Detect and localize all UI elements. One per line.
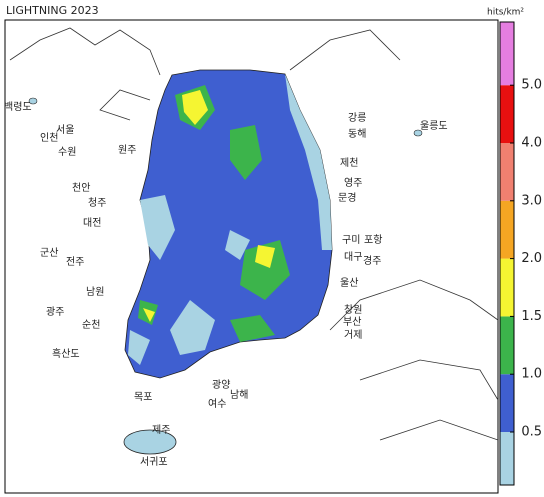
title: LIGHTNING 2023 <box>6 4 99 17</box>
place-label: 인천 <box>40 132 58 144</box>
place-label: 창원 <box>344 304 362 316</box>
ulleungdo <box>413 129 423 137</box>
place-label: 거제 <box>344 329 362 341</box>
legend-tick-label: 2.0 <box>521 251 542 266</box>
legend-swatch <box>500 200 514 259</box>
place-label: 제천 <box>340 157 358 169</box>
legend-tick-label: 0.5 <box>521 425 542 440</box>
place-label: 강릉 <box>348 112 366 124</box>
legend-swatch <box>500 316 514 375</box>
legend-swatch <box>500 374 514 432</box>
place-label: 대구 <box>344 251 362 263</box>
mid-area <box>138 85 290 342</box>
low-area <box>128 195 250 365</box>
legend-frame <box>499 21 515 486</box>
place-label: 울릉도 <box>420 120 448 132</box>
place-label: 서울 <box>56 124 74 136</box>
jeju <box>123 429 177 455</box>
legend-swatch <box>500 22 514 86</box>
mainland <box>124 69 333 379</box>
place-label: 부산 <box>343 316 361 328</box>
place-label: 남원 <box>86 286 104 298</box>
place-label: 여수 <box>208 398 226 410</box>
legend-swatch <box>500 432 514 485</box>
place-label: 남해 <box>230 388 248 401</box>
place-label: 문경 <box>338 191 356 204</box>
legend-swatch <box>500 143 514 201</box>
place-label: 수원 <box>58 146 76 158</box>
place-label: 제주 <box>152 424 170 436</box>
place-label: 순천 <box>82 319 100 331</box>
place-label: 광주 <box>46 306 64 318</box>
legend-tick-label: 4.0 <box>521 136 542 151</box>
place-label: 천안 <box>72 182 90 194</box>
place-label: 영주 <box>344 177 362 189</box>
place-label: 백령도 <box>4 101 32 113</box>
unit: hits/km² <box>487 8 524 18</box>
place-label: 청주 <box>88 197 106 209</box>
place-label: 경주 <box>363 254 381 267</box>
place-label: 목포 <box>134 391 152 403</box>
coastline <box>9 27 499 441</box>
place-label: 전주 <box>66 256 84 268</box>
place-label: 서귀포 <box>140 456 168 468</box>
place-label: 군산 <box>40 247 58 259</box>
legend-swatch <box>500 258 514 317</box>
place-label: 구미 <box>342 234 360 246</box>
place-label: 동해 <box>348 127 366 140</box>
place-label: 대전 <box>83 217 101 229</box>
legend-tick-label: 1.0 <box>521 367 542 382</box>
place-label: 포항 <box>364 234 382 246</box>
east-coast <box>285 74 332 250</box>
legend-tick-label: 3.0 <box>521 193 542 208</box>
place-label: 울산 <box>340 277 358 289</box>
place-label: 광양 <box>212 379 230 391</box>
place-label: 흑산도 <box>52 347 80 360</box>
baengnyeongdo <box>28 97 38 105</box>
map-frame <box>4 19 499 494</box>
place-label: 원주 <box>118 144 136 156</box>
legend-tick-label: 1.5 <box>521 309 542 324</box>
legend-swatch <box>500 85 514 143</box>
legend-tick-label: 5.0 <box>521 78 542 93</box>
